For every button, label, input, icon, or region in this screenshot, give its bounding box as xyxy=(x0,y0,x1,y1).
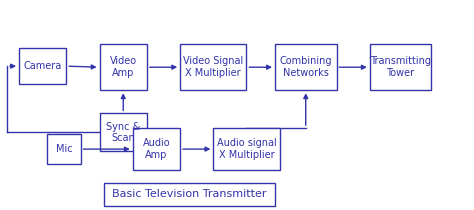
Text: Mic: Mic xyxy=(55,144,73,154)
FancyBboxPatch shape xyxy=(19,48,66,84)
FancyBboxPatch shape xyxy=(370,44,431,90)
FancyBboxPatch shape xyxy=(104,183,275,206)
Text: Basic Television Transmitter: Basic Television Transmitter xyxy=(112,189,267,199)
Text: Combining
Networks: Combining Networks xyxy=(280,56,332,78)
Text: Audio
Amp: Audio Amp xyxy=(143,138,170,160)
FancyBboxPatch shape xyxy=(180,44,246,90)
FancyBboxPatch shape xyxy=(100,44,147,90)
Text: Transmitting
Tower: Transmitting Tower xyxy=(370,56,431,78)
Text: Video
Amp: Video Amp xyxy=(109,56,137,78)
FancyBboxPatch shape xyxy=(47,134,81,164)
FancyBboxPatch shape xyxy=(213,128,280,170)
FancyBboxPatch shape xyxy=(275,44,337,90)
Text: Audio signal
X Multiplier: Audio signal X Multiplier xyxy=(217,138,276,160)
FancyBboxPatch shape xyxy=(133,128,180,170)
FancyBboxPatch shape xyxy=(100,113,147,151)
Text: Video Signal
X Multiplier: Video Signal X Multiplier xyxy=(183,56,244,78)
Text: Sync &
Scan: Sync & Scan xyxy=(106,122,140,143)
Text: Camera: Camera xyxy=(24,61,62,71)
